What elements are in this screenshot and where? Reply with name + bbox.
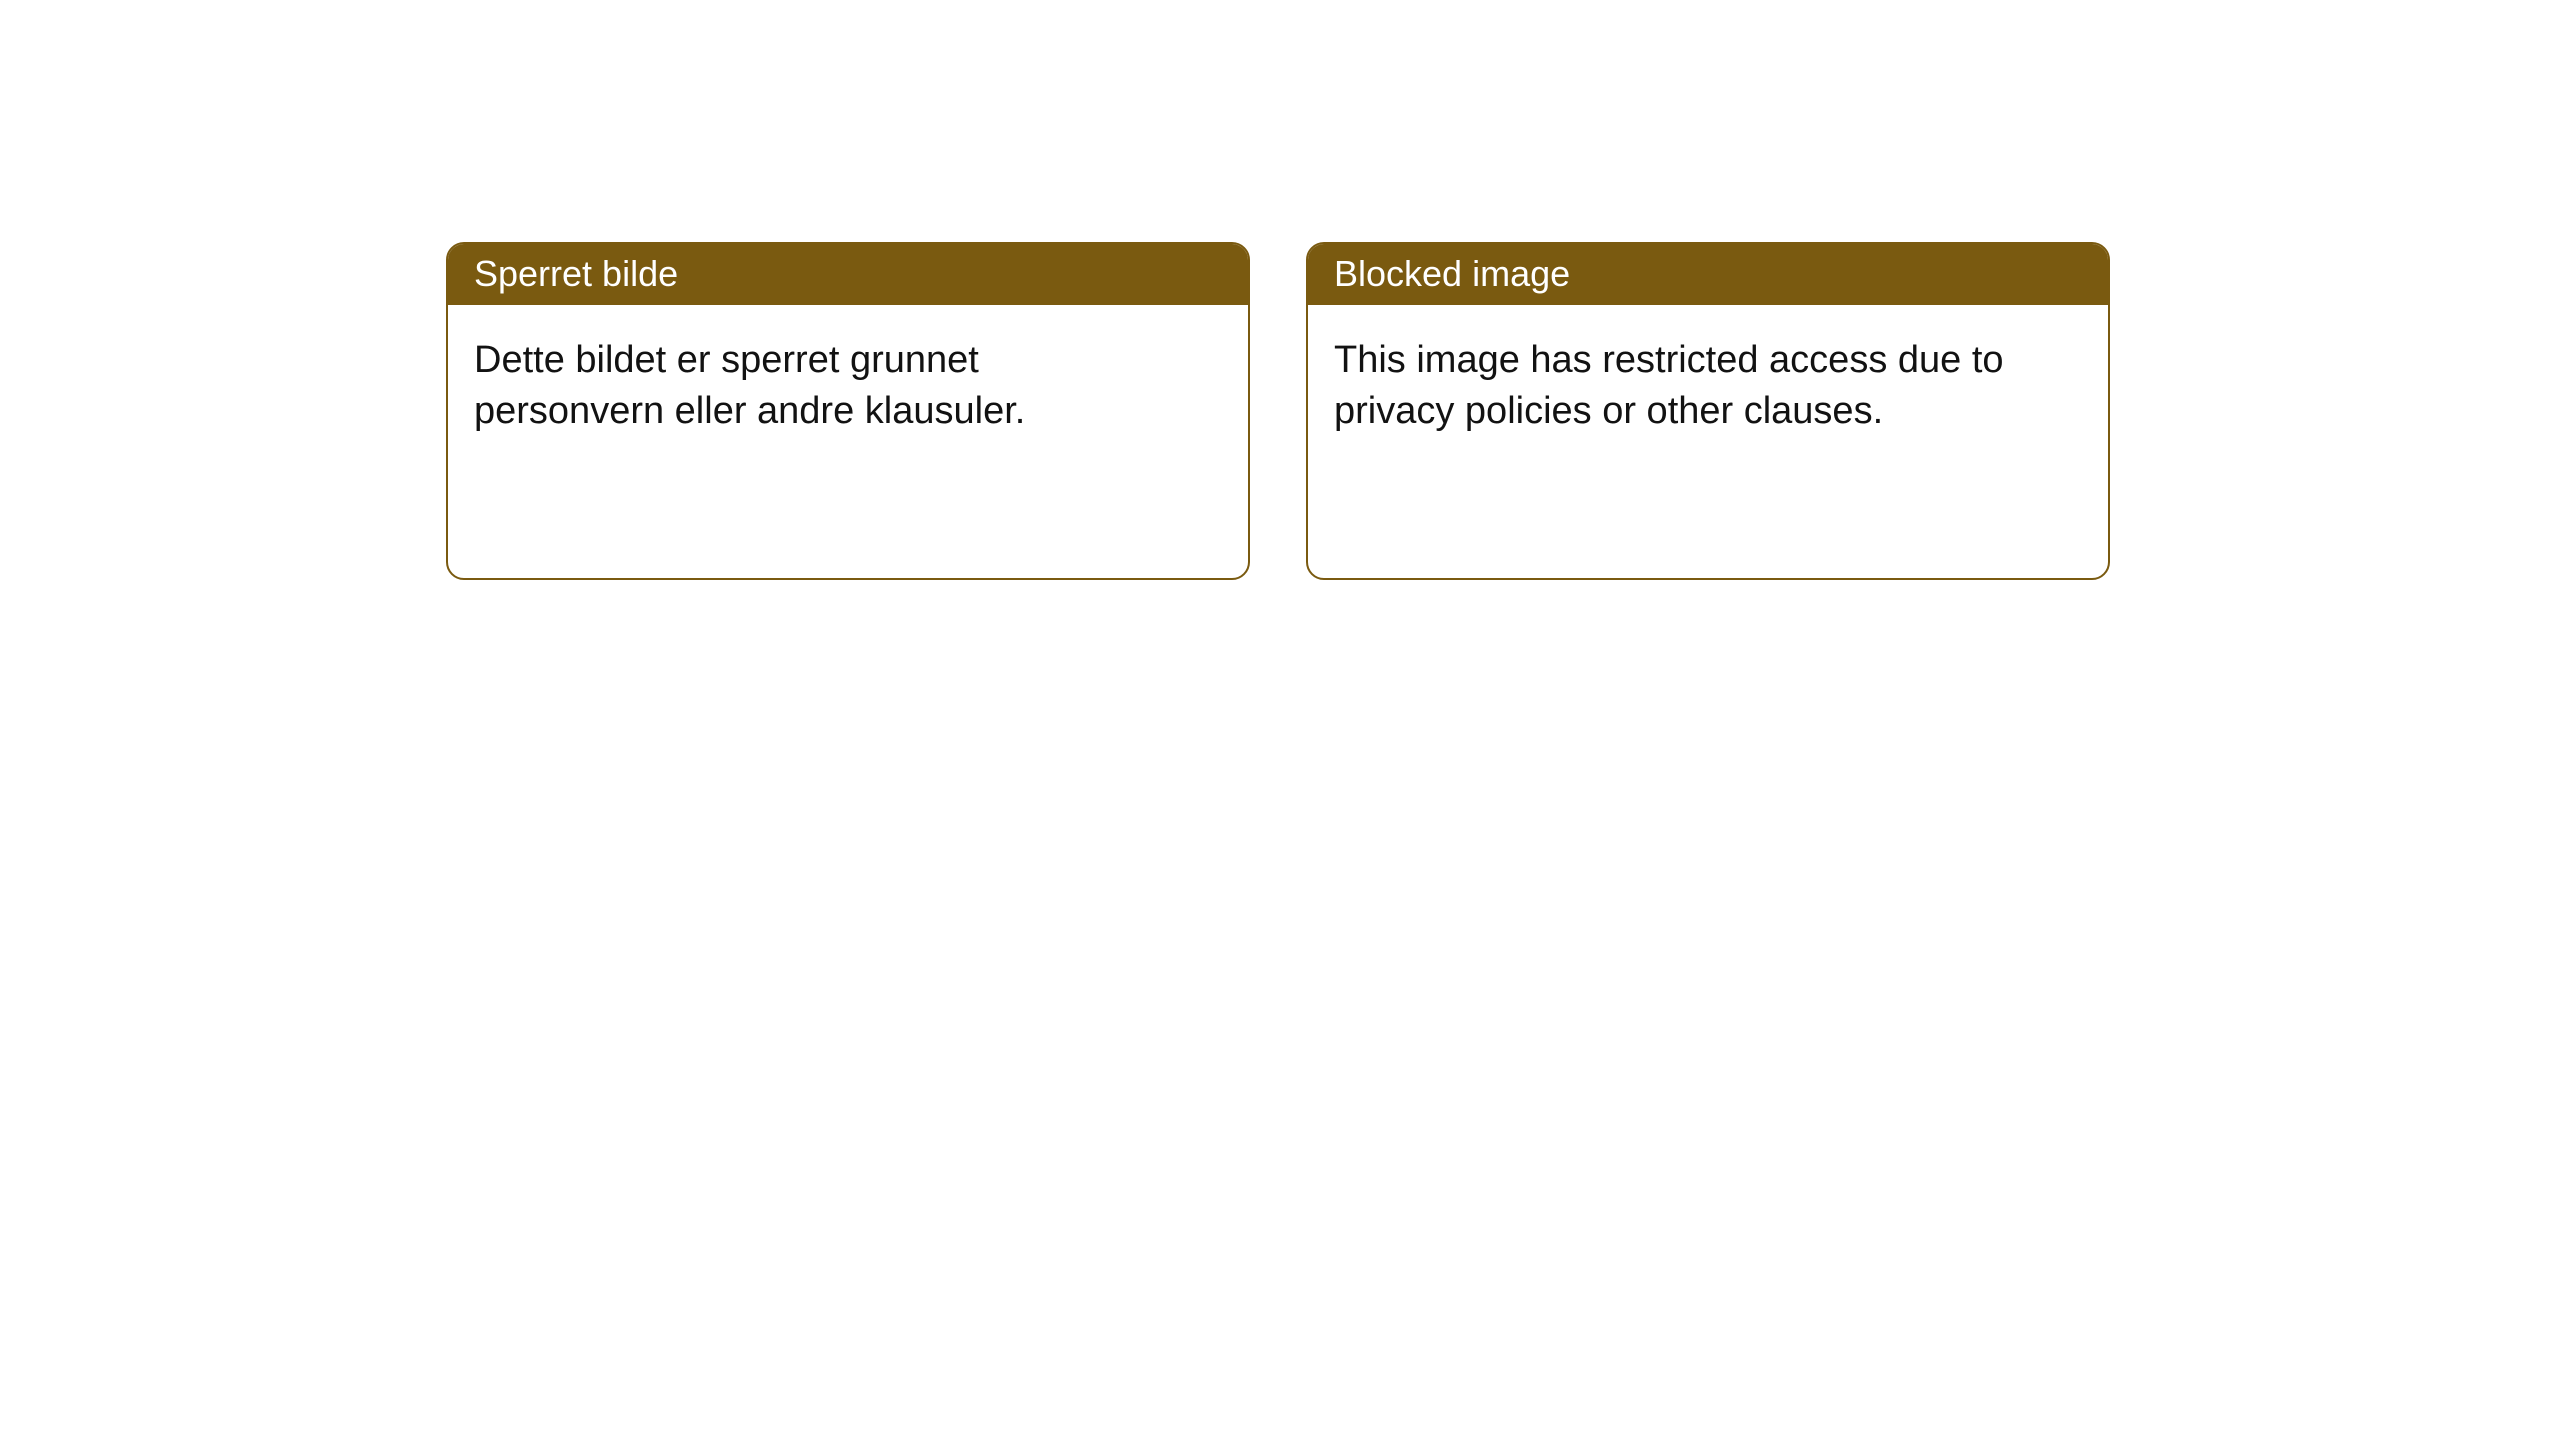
notice-container: Sperret bilde Dette bildet er sperret gr… — [0, 0, 2560, 580]
notice-header: Sperret bilde — [448, 244, 1248, 305]
notice-card-english: Blocked image This image has restricted … — [1306, 242, 2110, 580]
notice-header: Blocked image — [1308, 244, 2108, 305]
notice-body: Dette bildet er sperret grunnet personve… — [448, 305, 1180, 464]
notice-body: This image has restricted access due to … — [1308, 305, 2040, 464]
notice-card-norwegian: Sperret bilde Dette bildet er sperret gr… — [446, 242, 1250, 580]
